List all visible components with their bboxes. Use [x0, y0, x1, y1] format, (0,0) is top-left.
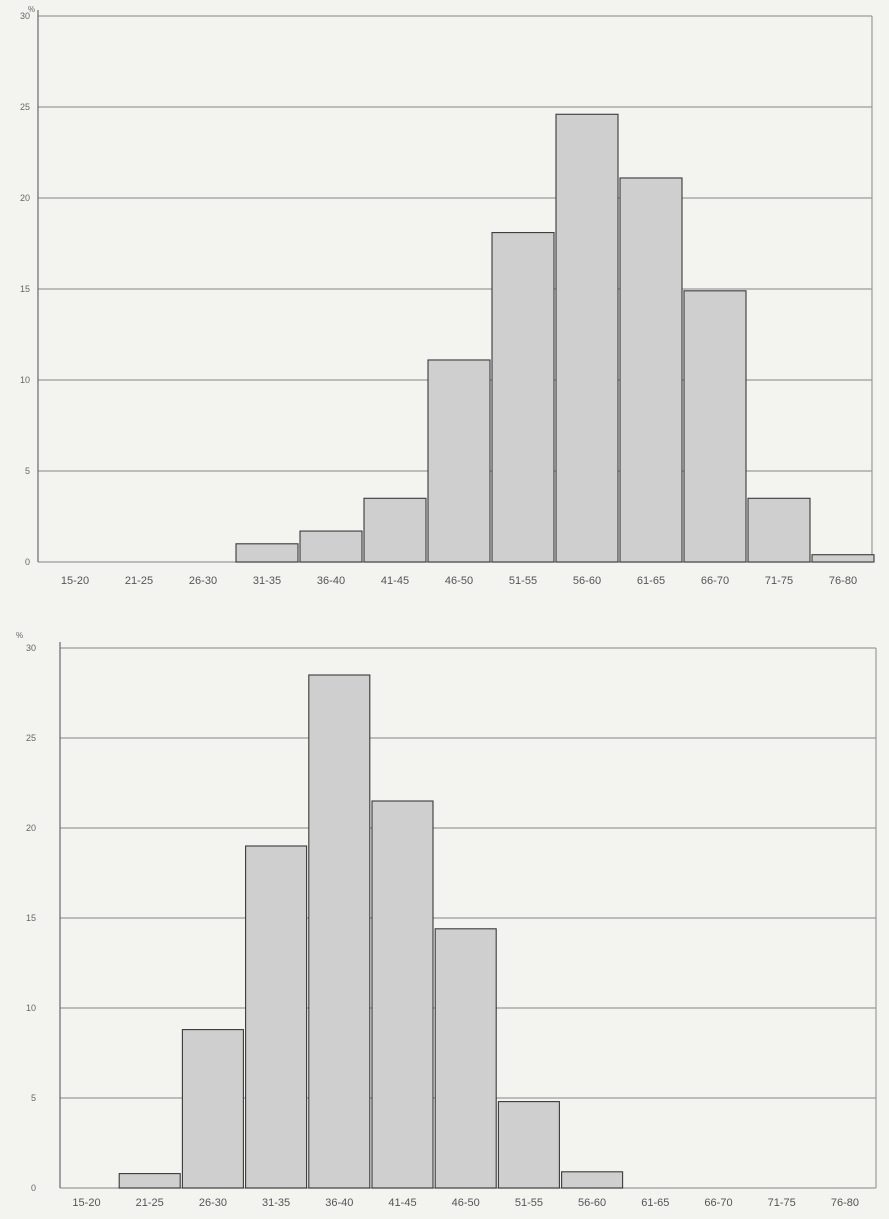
y-tick-label: 5	[31, 1093, 36, 1103]
bar-21-25	[119, 1174, 180, 1188]
y-tick-label: 15	[26, 913, 36, 923]
y-tick-label: 20	[26, 823, 36, 833]
bar-61-65	[620, 178, 682, 562]
x-tick-label: 46-50	[445, 575, 473, 587]
bar-66-70	[684, 291, 746, 562]
y-tick-label: 0	[31, 1183, 36, 1193]
bar-46-50	[428, 360, 490, 562]
bar-51-55	[498, 1102, 559, 1188]
y-tick-label: 25	[26, 733, 36, 743]
x-tick-label: 76-80	[831, 1197, 859, 1209]
bar-56-60	[562, 1172, 623, 1188]
y-tick-label: 30	[26, 643, 36, 653]
x-tick-label: 21-25	[125, 575, 153, 587]
x-tick-label: 15-20	[61, 575, 89, 587]
y-axis-unit-label: %	[16, 631, 23, 640]
y-tick-label: 10	[20, 375, 30, 385]
x-tick-label: 71-75	[768, 1197, 796, 1209]
bar-56-60	[556, 114, 618, 562]
x-tick-label: 36-40	[317, 575, 345, 587]
bar-41-45	[364, 498, 426, 562]
bar-51-55	[492, 233, 554, 562]
bar-71-75	[748, 498, 810, 562]
x-tick-label: 31-35	[253, 575, 281, 587]
bar-31-35	[236, 544, 298, 562]
x-tick-label: 56-60	[578, 1197, 606, 1209]
x-tick-label: 66-70	[704, 1197, 732, 1209]
x-tick-label: 21-25	[136, 1197, 164, 1209]
x-tick-label: 46-50	[452, 1197, 480, 1209]
y-tick-label: 25	[20, 102, 30, 112]
x-tick-label: 41-45	[381, 575, 409, 587]
y-tick-label: 15	[20, 284, 30, 294]
x-tick-label: 26-30	[199, 1197, 227, 1209]
y-tick-label: 5	[25, 466, 30, 476]
x-tick-label: 61-65	[637, 575, 665, 587]
y-tick-label: 0	[25, 557, 30, 567]
x-tick-label: 51-55	[515, 1197, 543, 1209]
x-tick-label: 66-70	[701, 575, 729, 587]
bar-46-50	[435, 929, 496, 1188]
age-histogram-bottom: 0 5 10 15 20 25 30% 15-20 21-25 26-30 31-35 36-40 41…	[0, 600, 889, 1219]
bar-36-40	[309, 675, 370, 1188]
x-tick-label: 31-35	[262, 1197, 290, 1209]
x-tick-label: 36-40	[325, 1197, 353, 1209]
x-tick-label: 15-20	[72, 1197, 100, 1209]
x-tick-label: 51-55	[509, 575, 537, 587]
y-axis-unit-label: %	[28, 5, 35, 14]
x-tick-label: 76-80	[829, 575, 857, 587]
bar-36-40	[300, 531, 362, 562]
x-tick-label: 26-30	[189, 575, 217, 587]
bar-31-35	[246, 846, 307, 1188]
x-tick-label: 41-45	[388, 1197, 416, 1209]
y-tick-label: 20	[20, 193, 30, 203]
bar-41-45	[372, 801, 433, 1188]
x-tick-label: 56-60	[573, 575, 601, 587]
x-tick-label: 71-75	[765, 575, 793, 587]
y-tick-label: 10	[26, 1003, 36, 1013]
bar-76-80	[812, 555, 874, 562]
x-tick-label: 61-65	[641, 1197, 669, 1209]
bar-26-30	[182, 1030, 243, 1188]
